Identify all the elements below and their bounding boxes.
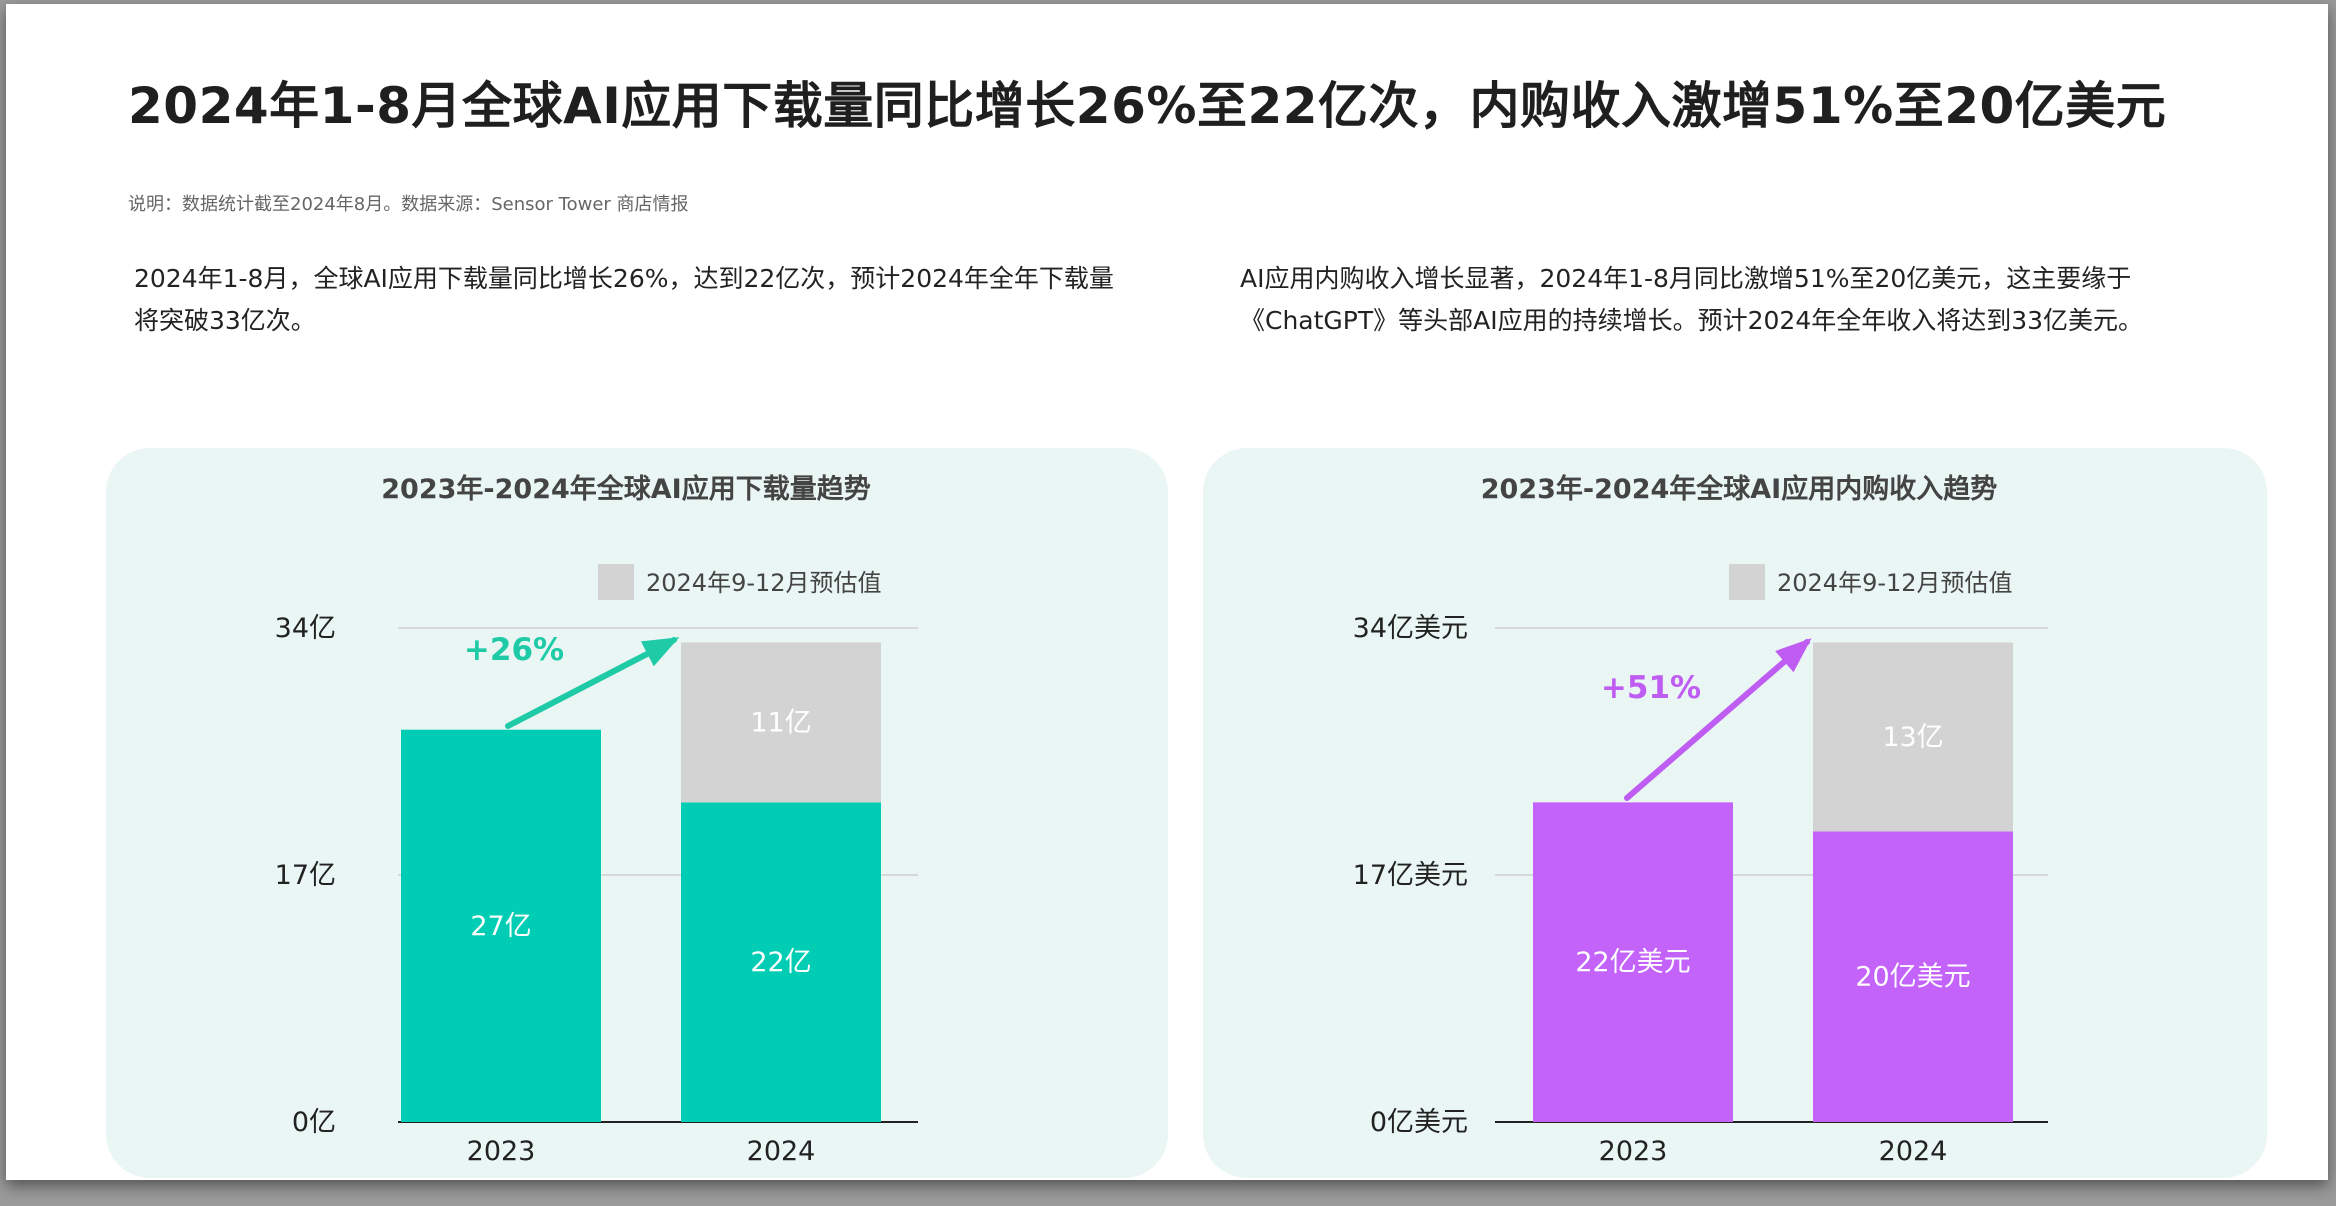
x-tick-label: 2024	[747, 1136, 816, 1167]
downloads-description: 2024年1-8月，全球AI应用下载量同比增长26%，达到22亿次，预计2024…	[134, 264, 1114, 335]
growth-arrow-line	[1624, 639, 1810, 801]
bar-value-label: 11亿	[750, 707, 811, 738]
growth-arrow-head	[640, 637, 680, 667]
x-tick-label: 2024	[1879, 1136, 1948, 1167]
growth-arrow-line	[505, 637, 677, 729]
growth-annotation: +51%	[1601, 670, 1701, 706]
bar-value-label: 22亿	[750, 947, 811, 978]
legend-swatch	[598, 564, 634, 600]
legend-label: 2024年9-12月预估值	[1777, 569, 2013, 597]
data-source-note: 说明：数据统计截至2024年8月。数据来源：Sensor Tower 商店情报	[128, 194, 689, 215]
bar-value-label: 27亿	[470, 911, 531, 942]
growth-annotation: +26%	[464, 632, 564, 668]
y-tick-label: 17亿	[275, 860, 336, 891]
bar-actual	[681, 802, 881, 1122]
revenue-description: AI应用内购收入增长显著，2024年1-8月同比激增51%至20亿美元，这主要缘…	[1240, 264, 2144, 335]
x-tick-label: 2023	[1599, 1136, 1668, 1167]
downloads-chart: 2023年-2024年全球AI应用下载量趋势 2024年9-12月预估值 0亿 17亿…	[275, 473, 918, 1167]
legend-label: 2024年9-12月预估值	[646, 569, 882, 597]
bar-value-label: 22亿美元	[1575, 947, 1690, 978]
y-tick-label: 0亿	[292, 1107, 336, 1138]
bar-value-label: 13亿	[1882, 722, 1943, 753]
downloads-chart-panel: 2023年-2024年全球AI应用下载量趋势 2024年9-12月预估值 0亿 17亿…	[106, 448, 1168, 1178]
chart-title: 2023年-2024年全球AI应用内购收入趋势	[1481, 473, 1997, 505]
y-tick-label: 17亿美元	[1353, 860, 1468, 891]
x-tick-label: 2023	[467, 1136, 536, 1167]
bar-actual	[1813, 831, 2013, 1122]
bar-actual	[1533, 802, 1733, 1122]
revenue-chart: 2023年-2024年全球AI应用内购收入趋势 2024年9-12月预估值 0亿美元…	[1353, 473, 2048, 1167]
y-tick-label: 0亿美元	[1370, 1107, 1468, 1138]
revenue-chart-panel: 2023年-2024年全球AI应用内购收入趋势 2024年9-12月预估值 0亿美元…	[1203, 448, 2267, 1178]
bar-actual	[401, 729, 601, 1122]
bar-estimate	[1813, 642, 2013, 832]
y-tick-label: 34亿美元	[1353, 613, 1468, 644]
page-title: 2024年1-8月全球AI应用下载量同比增长26%至22亿次，内购收入激增51%…	[128, 77, 2167, 135]
report-page: 2024年1-8月全球AI应用下载量同比增长26%至22亿次，内购收入激增51%…	[6, 4, 2328, 1180]
y-tick-label: 34亿	[275, 613, 336, 644]
legend-swatch	[1729, 564, 1765, 600]
chart-title: 2023年-2024年全球AI应用下载量趋势	[381, 473, 870, 505]
growth-arrow-head	[1775, 638, 1812, 673]
bar-estimate	[681, 642, 881, 803]
bar-value-label: 20亿美元	[1855, 962, 1970, 993]
